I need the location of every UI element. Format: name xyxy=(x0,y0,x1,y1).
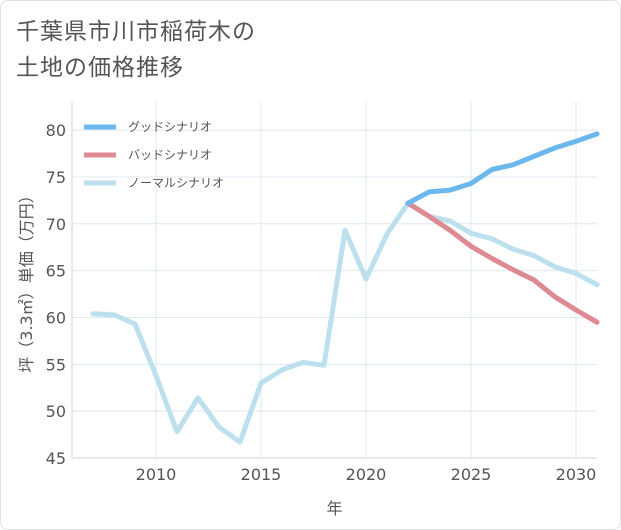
series-lines xyxy=(90,131,600,445)
y-tick-label: 45 xyxy=(46,449,66,468)
series-line-0 xyxy=(405,131,600,206)
chart-title-line1: 千葉県市川市稲荷木の xyxy=(16,19,256,45)
y-axis-label: 坪（3.3㎡）単価（万円） xyxy=(17,187,36,372)
x-tick-label: 2020 xyxy=(346,465,387,484)
y-tick-label: 75 xyxy=(46,168,66,187)
x-tick-label: 2015 xyxy=(241,465,282,484)
y-tick-label: 60 xyxy=(46,308,66,327)
y-tick-label: 50 xyxy=(46,402,66,421)
legend-label-2: ノーマルシナリオ xyxy=(128,176,224,190)
y-tick-label: 65 xyxy=(46,262,66,281)
x-tick-label: 2025 xyxy=(451,465,492,484)
y-tick-label: 80 xyxy=(46,121,66,140)
series-line-1 xyxy=(405,200,600,325)
x-tick-label: 2030 xyxy=(556,465,597,484)
y-tick-label: 55 xyxy=(46,355,66,374)
axes: 45 50 55 60 65 70 75 80 2010 2015 2020 2025 2030 xyxy=(46,102,597,484)
x-axis-label: 年 xyxy=(326,499,342,518)
legend-label-1: バッドシナリオ xyxy=(128,148,212,162)
series-line-2 xyxy=(90,200,600,445)
legend-label-0: グッドシナリオ xyxy=(128,120,212,134)
chart-title-line2: 土地の価格推移 xyxy=(16,55,184,81)
x-tick-label: 2010 xyxy=(136,465,177,484)
y-tick-label: 70 xyxy=(46,215,66,234)
chart-title: 千葉県市川市稲荷木の 土地の価格推移 xyxy=(16,14,576,86)
